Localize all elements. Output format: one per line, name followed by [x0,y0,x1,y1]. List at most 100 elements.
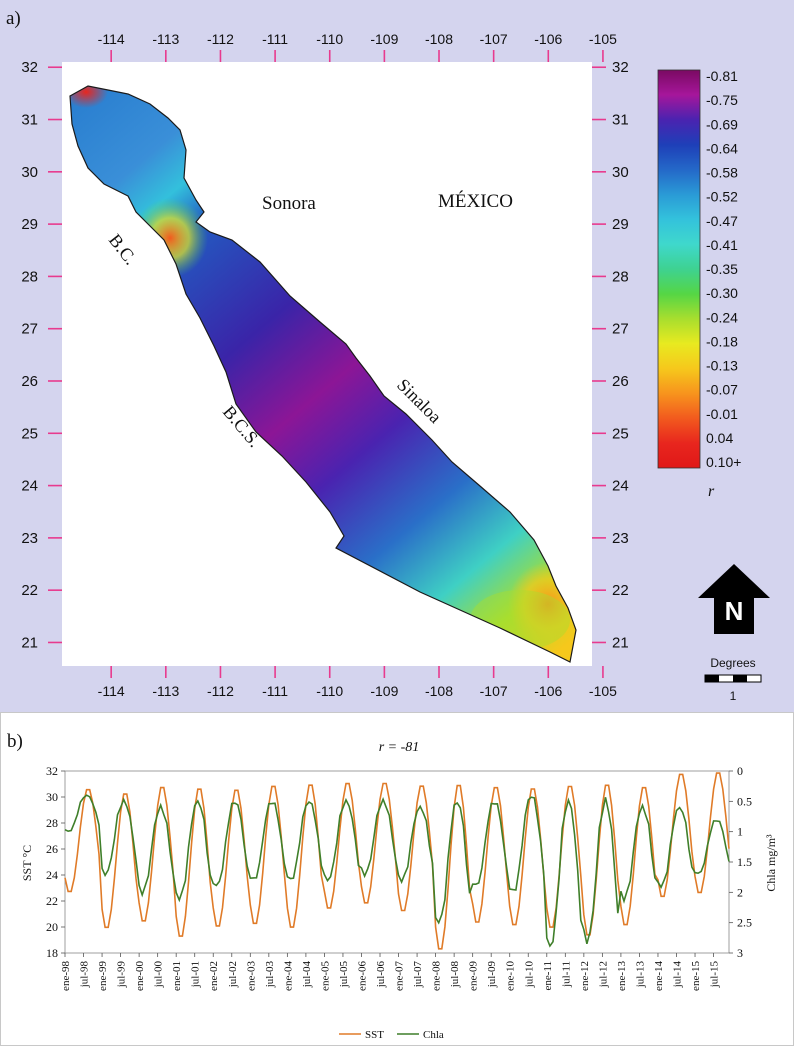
x-tick-label: jul-03 [264,961,276,989]
colorbar-tick-label: -0.69 [706,116,738,132]
label-mexico: MÉXICO [438,190,513,212]
y-right-tick-label: 3 [737,946,743,960]
map-bottom-tick-label: -108 [425,683,453,699]
x-tick-label: jul-09 [486,961,498,989]
colorbar-title: r [708,483,715,500]
map-right-tick-label: 23 [612,530,629,547]
scale-bar-value: 1 [730,689,737,703]
map-bottom-tick-label: -113 [152,683,179,699]
y-left-tick-label: 22 [46,894,58,908]
y-left-tick-label: 28 [46,816,58,830]
map-top-tick-label: -105 [589,31,617,47]
x-tick-label: ene-09 [468,961,480,991]
map-left-tick-label: 30 [21,164,38,181]
colorbar-tick-label: -0.30 [706,285,738,301]
map-left-tick-label: 32 [21,59,38,76]
x-tick-label: jul-11 [560,961,572,988]
map-right-tick-label: 22 [612,582,629,599]
x-tick-label: jul-07 [412,961,424,989]
map-right-tick-label: 30 [612,164,629,181]
y-left-tick-label: 32 [46,764,58,778]
x-tick-label: jul-10 [523,961,535,989]
map-top-tick-label: -112 [207,31,234,47]
map-bottom-tick-label: -105 [589,683,617,699]
y-left-tick-label: 30 [46,790,58,804]
x-tick-label: jul-02 [227,961,239,988]
x-tick-label: jul-14 [671,961,683,989]
map-bottom-tick-label: -107 [480,683,508,699]
x-tick-label: jul-12 [597,961,609,988]
y-left-tick-label: 24 [46,868,58,882]
y-right-tick-label: 0 [737,764,743,778]
colorbar-tick-label: -0.18 [706,333,738,349]
colorbar-tick-label: -0.01 [706,406,738,422]
y-right-label: Chla mg/m³ [764,834,778,892]
map-left-tick-label: 26 [21,373,38,390]
x-tick-label: ene-03 [245,961,257,991]
map-top-tick-label: -109 [370,31,398,47]
colorbar-tick-label: -0.35 [706,261,738,277]
panel-a-svg: -114 -114 -113 -113 -112 -112 -111 -111 -110 -110… [6,8,770,703]
legend-sst-label: SST [365,1029,384,1041]
scale-bar-icon [704,674,762,683]
colorbar-tick-label: -0.24 [706,309,738,325]
map-right-tick-label: 26 [612,373,629,390]
x-tick-label: jul-06 [375,961,387,989]
y-right-tick-label: 1.5 [737,855,752,869]
map-right-tick-label: 32 [612,59,629,76]
y-right-tick-label: 2.5 [737,916,752,930]
map-axes: -114 -114 -113 -113 -112 -112 -111 -111 -110 -110… [21,31,628,699]
x-tick-label: ene-10 [505,961,517,991]
colorbar-tick-label: -0.81 [706,68,738,84]
label-sonora: Sonora [262,193,316,214]
map-right-tick-label: 24 [612,478,629,495]
x-tick-label: jul-05 [338,961,350,989]
map-right-tick-label: 27 [612,321,629,338]
map-top-tick-label: -106 [534,31,562,47]
map-top-tick-label: -111 [262,31,288,47]
map-top-tick-label: -114 [98,31,125,47]
colorbar-labels: -0.81 -0.75 -0.69 -0.64 -0.58 -0.52 -0.47 -0.41… [706,68,741,470]
map-left-tick-label: 24 [21,478,38,495]
colorbar-tick-label: -0.75 [706,92,738,108]
map-right-tick-label: 31 [612,112,629,129]
legend-chla-label: Chla [423,1029,444,1041]
panel-b: b) r = -81 32 30 28 26 24 22 20 18 0 0.5 1 1.5 2 2.5 3… [0,712,794,1046]
map-left-tick-label: 29 [21,216,38,233]
y-left-tick-label: 26 [46,842,58,856]
y-right-tick-label: 2 [737,885,743,899]
x-tick-label: ene-99 [97,961,109,991]
map-right-tick-label: 25 [612,425,629,442]
y-left-tick-label: 18 [46,946,58,960]
colorbar-tick-label: -0.58 [706,165,738,181]
colorbar-tick-label: -0.07 [706,382,738,398]
x-tick-label: ene-07 [394,961,406,991]
map-bottom-tick-label: -112 [207,683,234,699]
north-arrow-label: N [725,596,744,626]
map-left-tick-label: 21 [21,634,38,651]
map-left-tick-label: 31 [21,112,38,129]
x-tick-label: jul-99 [116,961,128,989]
x-tick-label: ene-12 [579,961,591,991]
map-left-tick-label: 25 [21,425,38,442]
x-tick-label: jul-98 [79,961,91,989]
series-chla-line [64,794,730,948]
x-tick-label: ene-11 [542,961,554,991]
map-left-tick-label: 28 [21,268,38,285]
x-tick-label: ene-14 [653,961,665,991]
panel-a-label: a) [6,8,21,29]
colorbar-tick-label: 0.04 [706,430,733,446]
map-bottom-tick-label: -106 [534,683,562,699]
map-top-tick-label: -108 [425,31,453,47]
y-right-tick-label: 0.5 [737,794,752,808]
plot-area [64,770,730,954]
x-tick-label: jul-01 [190,961,202,988]
x-tick-label: jul-13 [634,961,646,989]
x-tick-label: ene-02 [208,961,220,991]
colorbar-tick-label: -0.13 [706,358,738,374]
colorbar-tick-label: -0.47 [706,213,738,229]
map-right-tick-label: 21 [612,634,629,651]
map-top-tick-label: -107 [480,31,508,47]
map-left-tick-label: 27 [21,321,38,338]
map-bottom-tick-label: -111 [262,683,288,699]
